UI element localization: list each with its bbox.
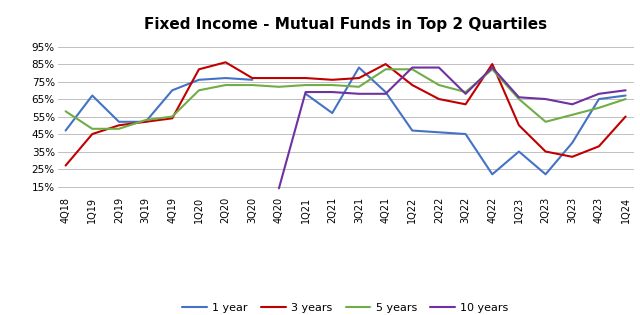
3 years [142, 120, 150, 124]
3 years [168, 117, 176, 120]
3 years [61, 164, 69, 168]
1 year [115, 120, 123, 124]
1 year [302, 92, 310, 96]
3 years [408, 83, 416, 87]
10 years [328, 90, 336, 94]
5 years [541, 120, 549, 124]
10 years [568, 102, 576, 106]
5 years [328, 83, 336, 87]
1 year [222, 76, 230, 80]
1 year [88, 94, 96, 97]
5 years [88, 127, 96, 131]
5 years [515, 97, 523, 101]
10 years [541, 97, 549, 101]
3 years [568, 155, 576, 159]
5 years [568, 113, 576, 117]
1 year [568, 141, 576, 145]
1 year [461, 132, 469, 136]
1 year [381, 90, 389, 94]
5 years [488, 67, 496, 71]
10 years [488, 66, 496, 69]
5 years [115, 127, 123, 131]
10 years [461, 92, 469, 96]
10 years [515, 95, 523, 99]
3 years [541, 150, 549, 153]
3 years [355, 76, 363, 80]
10 years [435, 66, 443, 69]
10 years [595, 92, 603, 96]
5 years [461, 90, 469, 94]
3 years [435, 97, 443, 101]
1 year [408, 129, 416, 132]
10 years [381, 92, 389, 96]
1 year [435, 130, 443, 134]
3 years [222, 60, 230, 64]
5 years [381, 67, 389, 71]
Title: Fixed Income - Mutual Funds in Top 2 Quartiles: Fixed Income - Mutual Funds in Top 2 Qua… [144, 17, 547, 32]
Line: 10 years: 10 years [279, 67, 626, 188]
3 years [195, 67, 203, 71]
1 year [355, 66, 363, 69]
1 year [328, 111, 336, 115]
5 years [622, 97, 630, 101]
3 years [88, 132, 96, 136]
5 years [248, 83, 256, 87]
3 years [488, 62, 496, 66]
3 years [275, 76, 283, 80]
Legend: 1 year, 3 years, 5 years, 10 years: 1 year, 3 years, 5 years, 10 years [178, 299, 513, 315]
1 year [195, 78, 203, 82]
1 year [595, 97, 603, 101]
3 years [622, 115, 630, 118]
3 years [248, 76, 256, 80]
5 years [168, 115, 176, 118]
3 years [595, 144, 603, 148]
3 years [115, 123, 123, 127]
1 year [488, 172, 496, 176]
5 years [595, 106, 603, 110]
3 years [515, 123, 523, 127]
1 year [61, 129, 69, 132]
10 years [355, 92, 363, 96]
10 years [622, 89, 630, 92]
5 years [222, 83, 230, 87]
5 years [195, 89, 203, 92]
5 years [408, 67, 416, 71]
1 year [168, 89, 176, 92]
3 years [302, 76, 310, 80]
10 years [275, 186, 283, 190]
3 years [381, 62, 389, 66]
Line: 3 years: 3 years [65, 62, 626, 166]
1 year [248, 78, 256, 82]
10 years [408, 66, 416, 69]
1 year [142, 120, 150, 124]
Line: 1 year: 1 year [65, 67, 626, 174]
1 year [622, 94, 630, 97]
1 year [515, 150, 523, 153]
5 years [435, 83, 443, 87]
5 years [275, 85, 283, 89]
5 years [355, 85, 363, 89]
5 years [61, 109, 69, 113]
3 years [461, 102, 469, 106]
1 year [541, 172, 549, 176]
Line: 5 years: 5 years [65, 69, 626, 129]
5 years [142, 118, 150, 122]
10 years [302, 90, 310, 94]
3 years [328, 78, 336, 82]
5 years [302, 83, 310, 87]
